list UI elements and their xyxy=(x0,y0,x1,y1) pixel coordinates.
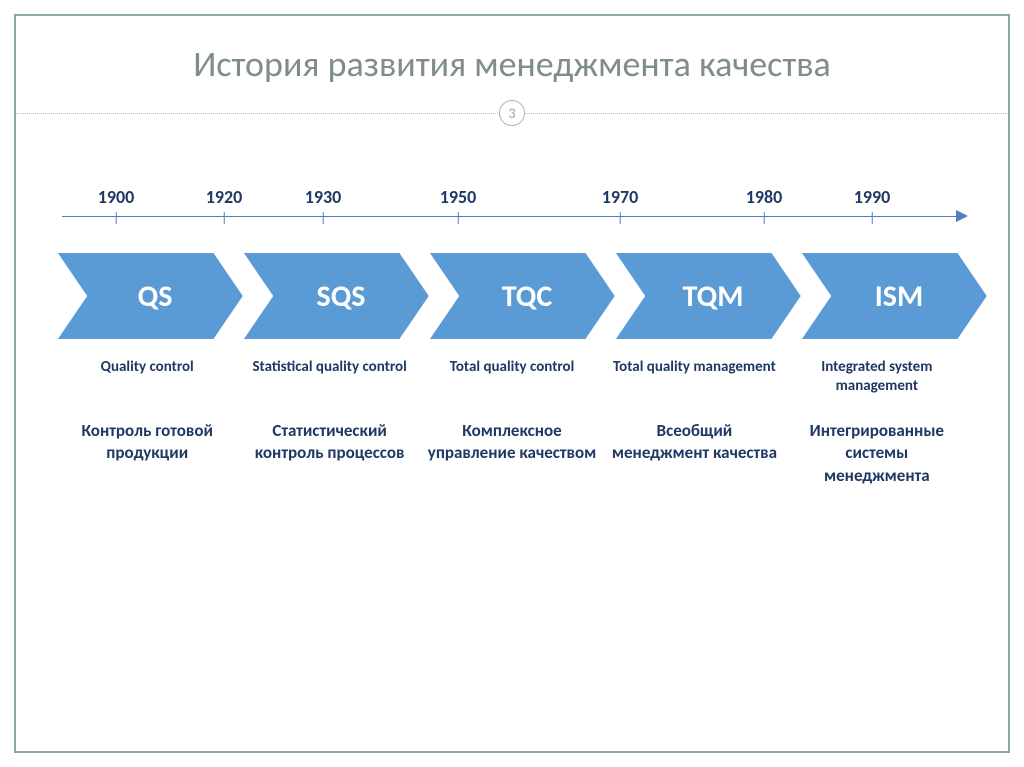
chevron-ism: ISM xyxy=(800,252,988,340)
timeline-axis xyxy=(62,216,962,217)
chevron-label: TQM xyxy=(614,252,802,340)
year-label: 1950 xyxy=(440,186,477,208)
slide-title: История развития менеджмента качества xyxy=(16,16,1008,86)
desc-en: Statistical quality control xyxy=(238,358,420,396)
year-label: 1900 xyxy=(98,186,135,208)
year-tick: 1930 xyxy=(305,186,342,224)
year-tick: 1900 xyxy=(98,186,135,224)
title-divider: 3 xyxy=(16,100,1008,128)
slide-frame: История развития менеджмента качества 3 … xyxy=(14,14,1010,753)
timeline-arrowhead-icon xyxy=(956,210,968,222)
chevron-qs: QS xyxy=(56,252,244,340)
year-label: 1920 xyxy=(206,186,243,208)
year-label: 1930 xyxy=(305,186,342,208)
desc-en: Total quality management xyxy=(603,358,785,396)
year-label: 1990 xyxy=(854,186,891,208)
desc-ru: Интегрированные системы менеджмента xyxy=(786,420,968,489)
chevron-label: SQS xyxy=(242,252,430,340)
desc-en: Quality control xyxy=(56,358,238,396)
year-label: 1970 xyxy=(602,186,639,208)
chevron-tqc: TQC xyxy=(428,252,616,340)
chevron-label: QS xyxy=(56,252,244,340)
year-label: 1980 xyxy=(746,186,783,208)
desc-ru: Контроль готовой продукции xyxy=(56,420,238,489)
chevron-label: ISM xyxy=(800,252,988,340)
year-tick: 1970 xyxy=(602,186,639,224)
year-tick: 1920 xyxy=(206,186,243,224)
year-tick: 1950 xyxy=(440,186,477,224)
desc-ru: Комплексное управление качеством xyxy=(421,420,603,489)
year-tick: 1980 xyxy=(746,186,783,224)
chevron-row: QS SQS TQC TQM xyxy=(56,252,968,340)
chevron-label: TQC xyxy=(428,252,616,340)
desc-ru: Статистический контроль процессов xyxy=(238,420,420,489)
desc-en: Integrated system management xyxy=(786,358,968,396)
desc-en: Total quality control xyxy=(421,358,603,396)
english-descriptions-row: Quality control Statistical quality cont… xyxy=(56,358,968,396)
timeline: 1900 1920 1930 1950 1970 1980 1990 xyxy=(62,186,962,230)
slide-number-badge: 3 xyxy=(499,100,525,126)
chevron-sqs: SQS xyxy=(242,252,430,340)
desc-ru: Всеобщий менеджмент качества xyxy=(603,420,785,489)
diagram-content: 1900 1920 1930 1950 1970 1980 1990 xyxy=(56,186,968,488)
russian-descriptions-row: Контроль готовой продукции Статистически… xyxy=(56,420,968,489)
year-tick: 1990 xyxy=(854,186,891,224)
chevron-tqm: TQM xyxy=(614,252,802,340)
